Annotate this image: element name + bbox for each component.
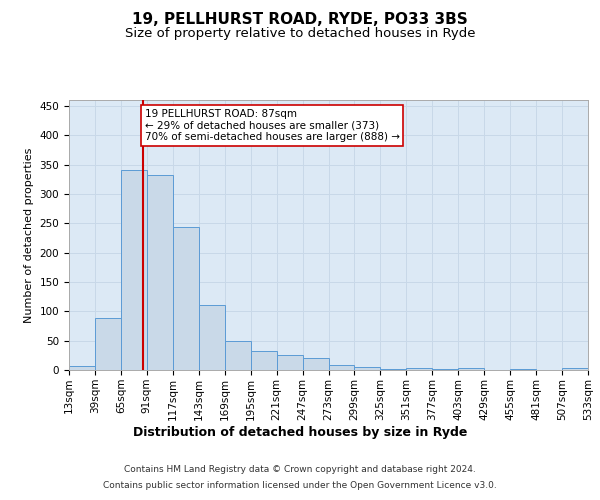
Bar (458, 368, 484, 370)
Bar (69, 366, 95, 370)
Text: Distribution of detached houses by size in Ryde: Distribution of detached houses by size … (133, 426, 467, 439)
Bar (147, 174, 173, 370)
Bar (406, 368, 432, 370)
Bar (95, 318, 121, 370)
Text: Size of property relative to detached houses in Ryde: Size of property relative to detached ho… (125, 28, 475, 40)
Bar (225, 340, 251, 370)
Bar (251, 351, 277, 370)
Bar (277, 354, 302, 370)
Text: 19, PELLHURST ROAD, RYDE, PO33 3BS: 19, PELLHURST ROAD, RYDE, PO33 3BS (132, 12, 468, 28)
Y-axis label: Number of detached properties: Number of detached properties (24, 148, 34, 322)
Text: Contains HM Land Registry data © Crown copyright and database right 2024.: Contains HM Land Registry data © Crown c… (124, 466, 476, 474)
Bar (199, 306, 224, 370)
Bar (302, 358, 329, 370)
Bar (121, 170, 147, 370)
Bar (329, 364, 355, 370)
Text: Contains public sector information licensed under the Open Government Licence v3: Contains public sector information licen… (103, 480, 497, 490)
Bar (355, 367, 380, 370)
Bar (562, 368, 588, 370)
Text: 19 PELLHURST ROAD: 87sqm
← 29% of detached houses are smaller (373)
70% of semi-: 19 PELLHURST ROAD: 87sqm ← 29% of detach… (145, 109, 400, 142)
Bar (173, 227, 199, 370)
